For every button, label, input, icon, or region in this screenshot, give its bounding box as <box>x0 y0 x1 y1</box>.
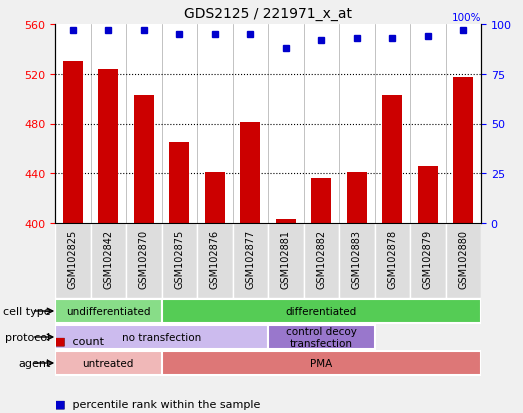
FancyBboxPatch shape <box>162 351 481 375</box>
FancyBboxPatch shape <box>55 223 90 298</box>
Bar <box>98 70 118 223</box>
FancyBboxPatch shape <box>233 223 268 298</box>
Bar <box>276 220 295 223</box>
FancyBboxPatch shape <box>197 223 233 298</box>
Text: GSM102842: GSM102842 <box>103 230 113 288</box>
Title: GDS2125 / 221971_x_at: GDS2125 / 221971_x_at <box>184 7 352 21</box>
Bar <box>382 96 402 223</box>
Text: GSM102882: GSM102882 <box>316 230 326 288</box>
FancyBboxPatch shape <box>55 299 162 324</box>
Bar <box>63 62 83 223</box>
Text: no transfection: no transfection <box>122 332 201 342</box>
FancyBboxPatch shape <box>126 223 162 298</box>
Text: GSM102880: GSM102880 <box>458 230 468 288</box>
Bar <box>205 173 224 223</box>
FancyBboxPatch shape <box>446 223 481 298</box>
Text: GSM102825: GSM102825 <box>68 230 78 289</box>
Text: GSM102881: GSM102881 <box>281 230 291 288</box>
FancyBboxPatch shape <box>303 223 339 298</box>
FancyBboxPatch shape <box>55 325 268 350</box>
FancyBboxPatch shape <box>162 223 197 298</box>
Bar <box>241 123 260 223</box>
FancyBboxPatch shape <box>55 351 162 375</box>
FancyBboxPatch shape <box>339 223 374 298</box>
Bar <box>453 78 473 223</box>
Text: ■: ■ <box>55 399 65 409</box>
Bar <box>312 179 331 223</box>
Text: GSM102876: GSM102876 <box>210 230 220 288</box>
Bar <box>169 143 189 223</box>
Text: ■  percentile rank within the sample: ■ percentile rank within the sample <box>55 399 260 409</box>
Text: ■  count: ■ count <box>55 335 104 345</box>
FancyBboxPatch shape <box>374 223 410 298</box>
Text: GSM102878: GSM102878 <box>387 230 397 288</box>
FancyBboxPatch shape <box>268 325 374 350</box>
Text: differentiated: differentiated <box>286 306 357 316</box>
Text: control decoy
transfection: control decoy transfection <box>286 326 357 348</box>
Bar <box>418 166 438 223</box>
Text: GSM102870: GSM102870 <box>139 230 149 288</box>
Text: protocol: protocol <box>5 332 51 342</box>
Text: cell type: cell type <box>3 306 51 316</box>
Text: GSM102883: GSM102883 <box>352 230 362 288</box>
Text: untreated: untreated <box>83 358 134 368</box>
Text: GSM102875: GSM102875 <box>174 230 184 289</box>
Text: GSM102879: GSM102879 <box>423 230 433 288</box>
Text: 100%: 100% <box>451 13 481 23</box>
Text: PMA: PMA <box>310 358 333 368</box>
Text: ■: ■ <box>55 335 65 345</box>
FancyBboxPatch shape <box>410 223 446 298</box>
Bar <box>134 96 154 223</box>
FancyBboxPatch shape <box>268 223 303 298</box>
Bar <box>347 173 367 223</box>
Text: GSM102877: GSM102877 <box>245 230 255 289</box>
Text: undifferentiated: undifferentiated <box>66 306 151 316</box>
Text: agent: agent <box>18 358 51 368</box>
FancyBboxPatch shape <box>90 223 126 298</box>
FancyBboxPatch shape <box>162 299 481 324</box>
